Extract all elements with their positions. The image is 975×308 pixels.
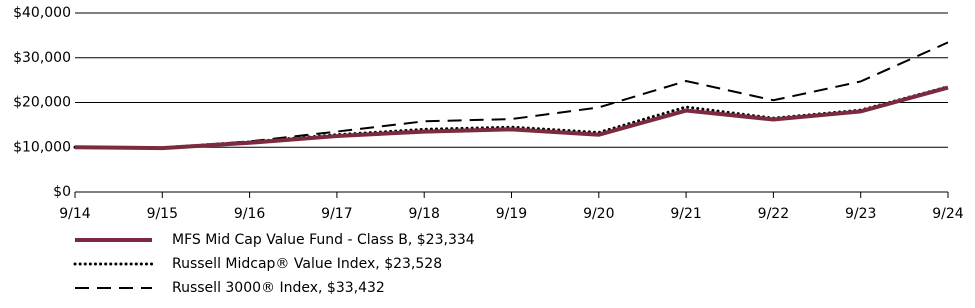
x-tick-label: 9/17 bbox=[321, 206, 352, 222]
x-tick-label: 9/18 bbox=[408, 206, 439, 222]
x-tick-label: 9/23 bbox=[845, 206, 876, 222]
x-tick-label: 9/16 bbox=[234, 206, 266, 222]
x-tick-label: 9/24 bbox=[932, 206, 964, 222]
legend-label: Russell 3000® Index, $33,432 bbox=[172, 280, 385, 296]
x-tick-label: 9/20 bbox=[583, 206, 614, 222]
y-tick-label: $40,000 bbox=[13, 5, 71, 21]
legend-label: Russell Midcap® Value Index, $23,528 bbox=[172, 256, 442, 272]
y-tick-label: $20,000 bbox=[13, 95, 71, 111]
x-tick-label: 9/19 bbox=[496, 206, 527, 222]
legend-label: MFS Mid Cap Value Fund - Class B, $23,33… bbox=[172, 232, 475, 248]
x-tick-label: 9/15 bbox=[147, 206, 178, 222]
y-tick-label: $30,000 bbox=[13, 50, 71, 66]
x-tick-label: 9/22 bbox=[758, 206, 789, 222]
series-line bbox=[74, 85, 949, 151]
y-tick-label: $0 bbox=[53, 184, 71, 200]
x-tick-label: 9/21 bbox=[670, 206, 701, 222]
x-tick-label: 9/14 bbox=[59, 206, 91, 222]
series-line bbox=[73, 85, 950, 150]
y-tick-label: $10,000 bbox=[13, 139, 71, 155]
